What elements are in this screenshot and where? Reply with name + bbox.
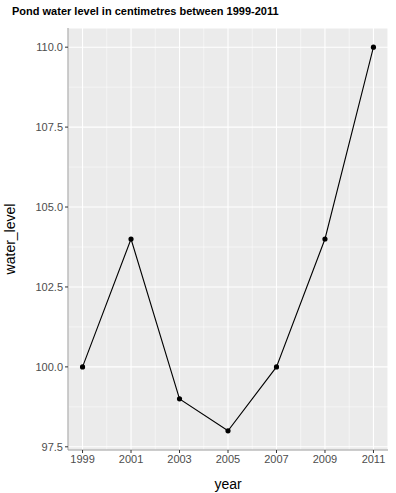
svg-text:water_level: water_level [8, 204, 18, 276]
svg-text:105.0: 105.0 [35, 201, 63, 213]
svg-text:100.0: 100.0 [35, 361, 63, 373]
svg-text:2003: 2003 [167, 453, 191, 465]
svg-text:2001: 2001 [119, 453, 143, 465]
svg-text:110.0: 110.0 [36, 41, 63, 53]
svg-text:2007: 2007 [264, 453, 288, 465]
svg-text:2005: 2005 [216, 453, 240, 465]
svg-text:1999: 1999 [70, 453, 94, 465]
html-text:Pond water level in centimetre: Pond water level in centimetres between … [12, 5, 279, 17]
svg-text:year: year [214, 476, 242, 492]
svg-text:97.5: 97.5 [42, 441, 63, 453]
svg-text:2011: 2011 [362, 453, 386, 465]
svg-text:102.5: 102.5 [35, 281, 63, 293]
svg-text:107.5: 107.5 [35, 121, 63, 133]
svg-text:2009: 2009 [313, 453, 337, 465]
